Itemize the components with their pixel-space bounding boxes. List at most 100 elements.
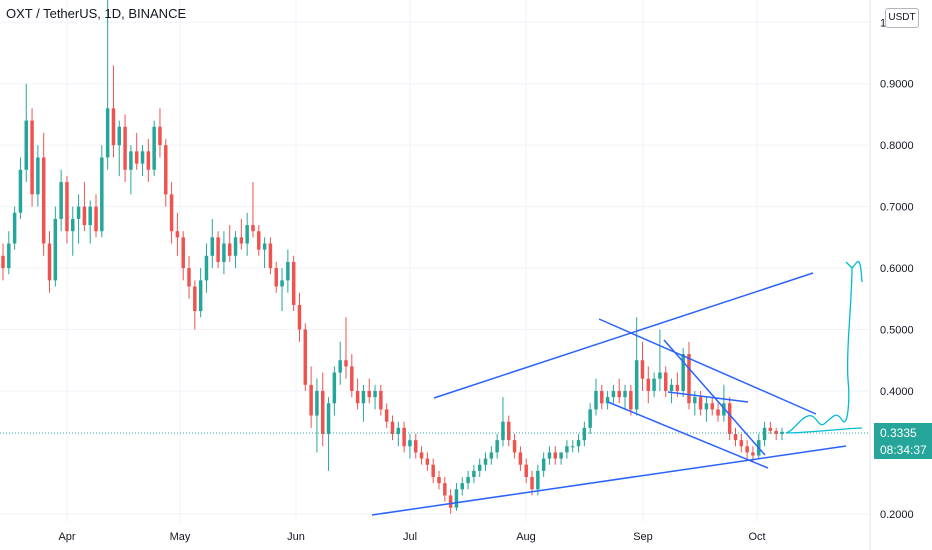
candle-body xyxy=(576,440,581,447)
candle-body xyxy=(739,440,744,447)
trendlines xyxy=(371,272,847,516)
candle-body xyxy=(454,489,459,508)
x-tick-label: Jun xyxy=(287,531,305,543)
y-tick-label: 0.8000 xyxy=(880,140,914,152)
candle-body xyxy=(158,126,162,146)
candle-body xyxy=(280,280,284,287)
candle-body xyxy=(222,243,226,262)
candle-body xyxy=(233,237,238,256)
projection-sketch xyxy=(785,260,863,434)
candle-body xyxy=(7,243,11,269)
candle-body xyxy=(617,390,621,398)
candle-body xyxy=(88,206,92,226)
candle-body xyxy=(297,304,302,330)
candle-body xyxy=(117,126,122,146)
last-price-value: 0.3335 xyxy=(880,426,917,440)
candle-body xyxy=(361,390,366,404)
candle-body xyxy=(716,409,720,416)
candle-body xyxy=(588,409,592,428)
candle-body xyxy=(722,403,726,416)
candle-body xyxy=(315,390,319,416)
candle-body xyxy=(309,384,313,416)
candle-body xyxy=(745,446,749,453)
candle-body xyxy=(408,440,412,447)
y-tick-label: 0.5000 xyxy=(880,325,914,337)
candle-body xyxy=(257,231,261,250)
candle-body xyxy=(187,268,191,287)
candle-body xyxy=(198,280,203,312)
candle-body xyxy=(146,151,151,170)
candle-body xyxy=(268,243,273,269)
candle-body xyxy=(751,452,755,456)
candle-body xyxy=(582,427,587,441)
candle-body xyxy=(396,427,401,434)
candle-body xyxy=(286,261,290,281)
candle-body xyxy=(1,255,5,269)
candle-body xyxy=(594,390,598,410)
candle-body xyxy=(466,476,470,484)
candle-body xyxy=(512,440,517,453)
candle-body xyxy=(379,390,383,410)
candle-body xyxy=(489,452,494,459)
candle-body xyxy=(553,452,558,459)
candle-body xyxy=(94,206,98,232)
candle-body xyxy=(733,433,738,441)
y-tick-label: 0.6000 xyxy=(880,263,914,275)
candles xyxy=(1,0,784,514)
candle-body xyxy=(431,464,435,477)
candle-body xyxy=(727,403,732,434)
candle-body xyxy=(704,403,709,410)
candle-body xyxy=(111,108,116,146)
chart-title: OXT / TetherUS, 1D, BINANCE xyxy=(6,6,187,21)
candle-body xyxy=(251,225,255,232)
candle-body xyxy=(152,126,156,170)
candle-body xyxy=(425,458,430,465)
trendline-lower-left xyxy=(607,401,769,469)
candle-body xyxy=(448,495,453,508)
candle-body xyxy=(565,446,569,453)
candle-body xyxy=(303,329,308,385)
candle-body xyxy=(762,427,767,441)
x-tick-label: Jul xyxy=(403,531,417,543)
candle-body xyxy=(605,397,610,404)
candle-body xyxy=(181,237,185,269)
candle-body xyxy=(507,421,511,441)
y-tick-label: 0.4000 xyxy=(880,386,914,398)
candle-body xyxy=(669,384,674,391)
candle-body xyxy=(495,440,499,453)
candle-body xyxy=(59,182,63,219)
x-axis: Apr May Jun Jul Aug Sep Oct xyxy=(58,531,765,543)
candle-body xyxy=(640,360,645,379)
candle-body xyxy=(477,464,482,471)
candle-body xyxy=(419,452,424,459)
candle-body xyxy=(262,243,267,250)
candle-body xyxy=(780,431,784,434)
candle-body xyxy=(291,261,296,305)
candle-body xyxy=(634,360,639,410)
candle-body xyxy=(373,390,377,398)
x-tick-label: Apr xyxy=(58,531,75,543)
candle-body xyxy=(24,120,28,170)
last-price-badge: 0.3335 08:34:37 xyxy=(874,423,932,459)
candle-body xyxy=(41,157,46,244)
candle-body xyxy=(437,476,441,484)
candle-body xyxy=(611,390,616,398)
candle-body xyxy=(687,354,691,404)
candle-body xyxy=(646,378,651,391)
candle-body xyxy=(541,458,546,471)
candle-body xyxy=(320,390,325,434)
candle-body xyxy=(100,157,104,232)
x-tick-label: Oct xyxy=(748,531,765,543)
currency-button[interactable]: USDT xyxy=(885,8,919,28)
candle-body xyxy=(518,452,523,465)
candle-body xyxy=(350,366,354,391)
candle-body xyxy=(332,372,337,404)
trendline-upper-left xyxy=(598,318,817,415)
candle-body xyxy=(47,243,52,281)
candle-body xyxy=(140,151,145,164)
candle-body xyxy=(175,231,180,238)
candle-body xyxy=(460,483,465,490)
chart-grid xyxy=(0,0,870,522)
candle-body xyxy=(30,120,34,195)
